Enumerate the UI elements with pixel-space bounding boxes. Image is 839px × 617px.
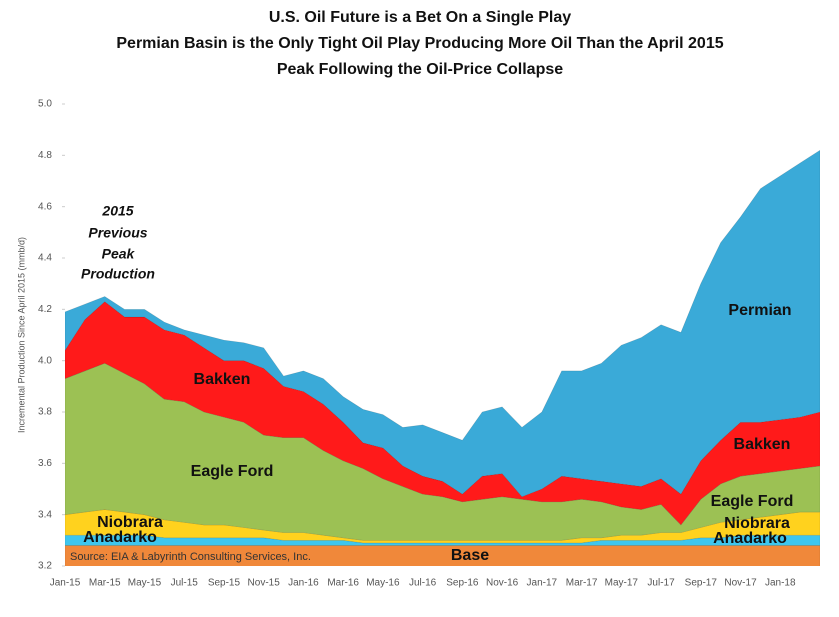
area-label: Niobrara [97, 514, 163, 531]
annotation: Peak [102, 246, 136, 262]
x-tick-label: Jul-17 [647, 578, 675, 589]
x-tick-label: May-15 [128, 578, 162, 589]
y-tick-label: 5.0 [38, 99, 52, 110]
area-label: Anadarko [83, 529, 157, 546]
x-tick-label: Jan-15 [50, 578, 81, 589]
y-tick-label: 4.4 [38, 253, 52, 264]
x-tick-label: Sep-15 [208, 578, 241, 589]
x-tick-label: Mar-16 [327, 578, 359, 589]
x-tick-label: Sep-16 [446, 578, 479, 589]
x-tick-label: Jan-18 [765, 578, 796, 589]
area [65, 149, 820, 498]
x-tick-label: Nov-17 [724, 578, 757, 589]
chart-title: Permian Basin is the Only Tight Oil Play… [116, 35, 723, 52]
area [65, 301, 820, 526]
area [65, 509, 820, 544]
area [65, 362, 820, 541]
annotation: Previous [88, 225, 147, 241]
x-tick-label: Mar-17 [566, 578, 598, 589]
x-tick-label: Nov-16 [486, 578, 519, 589]
x-tick-label: Jan-16 [288, 578, 319, 589]
y-tick-label: 4.0 [38, 355, 52, 366]
area-label: Niobrara [724, 515, 790, 532]
area-label: Anadarko [713, 530, 787, 547]
area-label: Eagle Ford [191, 463, 274, 480]
y-tick-label: 3.2 [38, 561, 52, 572]
x-tick-label: Jul-16 [409, 578, 437, 589]
area-label: Bakken [734, 436, 791, 453]
y-tick-label: 4.2 [38, 304, 52, 315]
x-tick-label: May-16 [366, 578, 400, 589]
y-tick-label: 3.6 [38, 458, 52, 469]
area [65, 545, 820, 566]
y-axis-label: Incremental Production Since April 2015 … [16, 237, 26, 433]
annotation: Production [81, 266, 155, 282]
plot-area [65, 149, 820, 566]
x-tick-label: Mar-15 [89, 578, 121, 589]
x-tick-label: Nov-15 [248, 578, 281, 589]
area-labels: Permian Bakken Bakken Eagle Ford Eagle F… [83, 302, 793, 564]
annotation: 2015 [101, 203, 133, 219]
x-tick-label: May-17 [605, 578, 639, 589]
x-tick-label: Jan-17 [527, 578, 558, 589]
x-tick-label: Jul-15 [171, 578, 199, 589]
source-note: Source: EIA & Labyrinth Consulting Servi… [70, 551, 311, 563]
area-label: Base [451, 547, 489, 564]
x-tick-label: Sep-17 [685, 578, 718, 589]
chart-title: Peak Following the Oil-Price Collapse [277, 61, 563, 78]
chart-title: U.S. Oil Future is a Bet On a Single Pla… [269, 9, 571, 26]
area-label: Permian [728, 302, 791, 319]
y-tick-label: 3.4 [38, 509, 52, 520]
area-label: Bakken [194, 371, 251, 388]
y-tick-label: 3.8 [38, 407, 52, 418]
area-label: Eagle Ford [711, 493, 794, 510]
y-tick-label: 4.6 [38, 201, 52, 212]
y-tick-label: 4.8 [38, 150, 52, 161]
